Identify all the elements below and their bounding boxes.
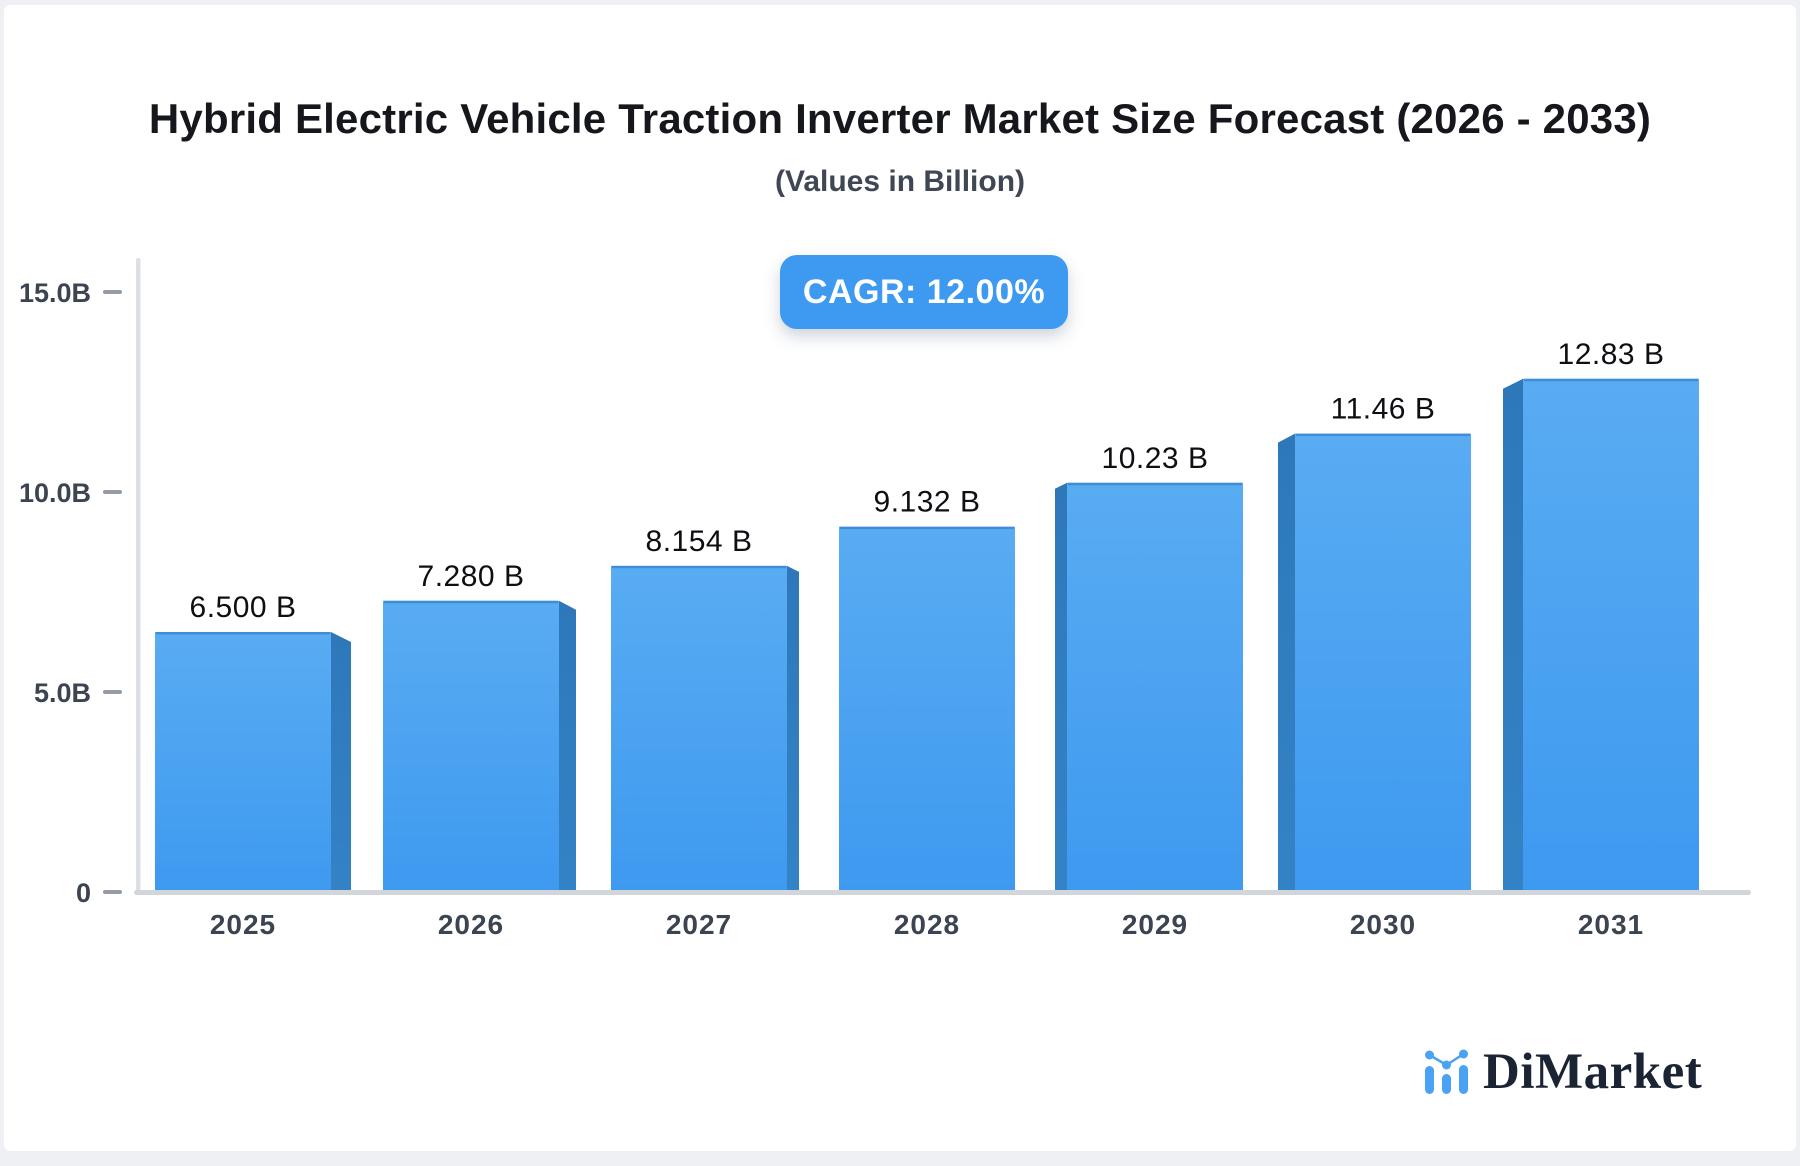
cagr-badge: CAGR: 12.00% <box>780 255 1068 329</box>
bar-3d-side <box>1278 433 1295 901</box>
chart-card: Hybrid Electric Vehicle Traction Inverte… <box>4 5 1796 1151</box>
bar-2026[interactable] <box>383 600 559 893</box>
y-axis-tick-label: 5.0B <box>34 678 91 708</box>
x-axis-mask <box>124 895 1794 911</box>
bar-chart-svg: 0 5.0B 10.0B 15.0B 6.500 B 7.280 B 8.154 B 9.13… <box>19 258 1794 940</box>
logo-icon-shape <box>1442 1074 1451 1094</box>
logo-icon-shape <box>1442 1060 1451 1070</box>
chart-subtitle: (Values in Billion) <box>774 165 1026 198</box>
bar-2025[interactable] <box>155 632 331 893</box>
logo-icon-shape <box>1425 1066 1434 1094</box>
y-axis-tick-label: 15.0B <box>19 278 91 308</box>
x-axis-category-label: 2027 <box>666 909 732 940</box>
bar-3d-side <box>1055 482 1067 898</box>
bar-value-label: 10.23 B <box>1102 442 1209 475</box>
logo-icon-shape <box>1459 1065 1468 1094</box>
bar-chart-plot-area: 0 5.0B 10.0B 15.0B 6.500 B 7.280 B 8.154 B 9.13… <box>4 5 1796 1151</box>
y-axis-tick <box>103 690 122 694</box>
y-axis-tick <box>103 890 122 894</box>
y-axis-tick-label: 0 <box>76 878 91 908</box>
logo-icon-shape <box>1425 1050 1434 1060</box>
bar-2028[interactable] <box>839 526 1015 893</box>
bar-2031[interactable] <box>1523 378 1699 893</box>
bar-value-label: 7.280 B <box>418 560 525 593</box>
bar-value-label: 11.46 B <box>1331 393 1436 426</box>
chart-title: Hybrid Electric Vehicle Traction Inverte… <box>148 95 1652 142</box>
bar-3d-side <box>331 632 351 902</box>
x-axis-category-label: 2030 <box>1350 909 1416 940</box>
bar-3d-side <box>1503 378 1523 902</box>
bar-value-label: 12.83 B <box>1558 338 1665 371</box>
x-axis-category-label: 2029 <box>1122 909 1188 940</box>
bar-2030[interactable] <box>1295 433 1471 893</box>
bar-2029[interactable] <box>1067 482 1243 893</box>
x-axis-category-label: 2026 <box>438 909 504 940</box>
bar-3d-side <box>559 600 576 901</box>
bar-value-label: 8.154 B <box>646 525 753 558</box>
x-axis-category-label: 2031 <box>1578 909 1644 940</box>
x-axis-category-label: 2025 <box>210 909 276 940</box>
y-axis-tick <box>103 490 122 494</box>
y-axis-line <box>136 258 141 895</box>
bar-value-label: 6.500 B <box>190 591 297 624</box>
x-axis-line <box>134 890 1751 895</box>
y-axis-tick <box>103 290 122 294</box>
brand-name: DiMarket <box>1483 1044 1703 1100</box>
brand-logo: DiMarket <box>1424 1043 1702 1101</box>
bar-2027[interactable] <box>611 565 787 893</box>
y-axis-tick-label: 10.0B <box>19 478 91 508</box>
bar-value-label: 9.132 B <box>874 486 981 519</box>
logo-bar-chart-icon <box>1425 1049 1468 1094</box>
x-axis-category-label: 2028 <box>894 909 960 940</box>
logo-icon-shape <box>1459 1049 1468 1059</box>
bar-3d-side <box>787 565 799 898</box>
